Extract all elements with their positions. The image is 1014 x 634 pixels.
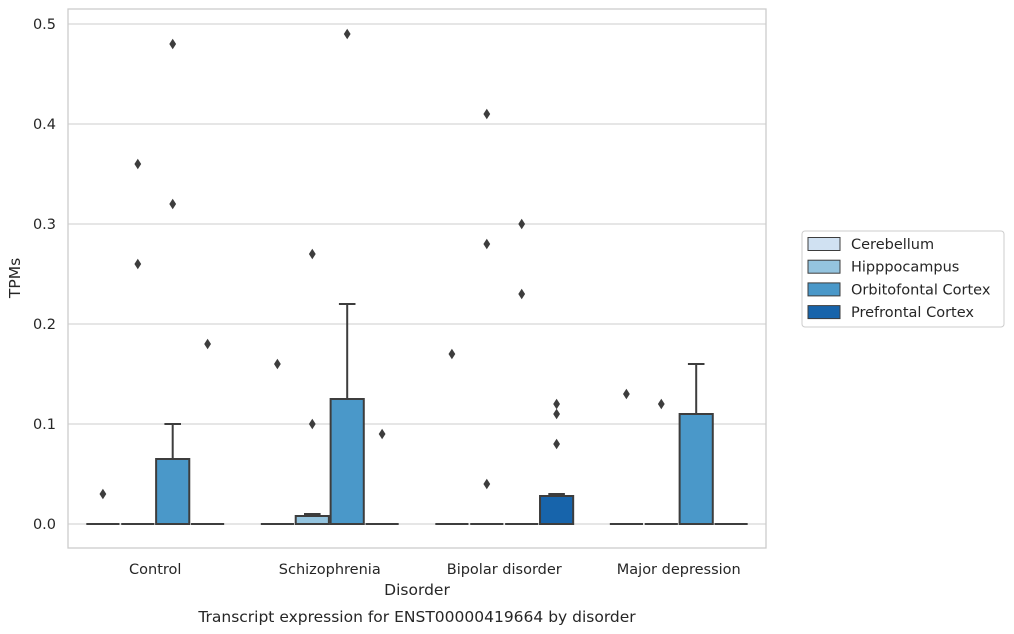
y-tick-label: 0.5	[33, 17, 56, 33]
outlier-point	[483, 238, 491, 250]
outlier-point	[623, 388, 630, 400]
y-axis-ticks: 0.0 0.1 0.2 0.3 0.4 0.5	[33, 17, 56, 533]
box	[294, 515, 330, 525]
outlier-point	[343, 28, 351, 40]
legend-swatch	[807, 282, 841, 297]
box-group	[644, 398, 678, 525]
outlier-point	[308, 418, 316, 430]
x-axis-ticks: Control Schizophrenia Bipolar disorder Majo…	[129, 562, 741, 578]
outlier-point	[308, 248, 316, 260]
box-group	[365, 428, 399, 525]
box	[678, 413, 714, 525]
box-group	[260, 358, 294, 525]
outlier-point	[518, 218, 526, 230]
outlier-point	[553, 438, 560, 450]
outlier-point	[274, 358, 281, 370]
legend-label: Cerebellum	[851, 237, 934, 253]
box-group	[155, 38, 191, 525]
x-tick-label: Bipolar disorder	[447, 562, 562, 578]
y-tick-label: 0.1	[33, 417, 56, 433]
legend-swatch	[807, 305, 841, 320]
x-tick-label: Schizophrenia	[279, 562, 381, 578]
legend-frame	[801, 230, 1005, 328]
box	[155, 458, 191, 525]
box-group	[470, 108, 504, 525]
box-group	[191, 338, 225, 525]
y-tick-label: 0.3	[33, 217, 56, 233]
outlier-point	[134, 158, 142, 170]
outlier-point	[553, 398, 560, 410]
plot-frame	[67, 8, 767, 549]
y-tick-label: 0.4	[33, 117, 56, 133]
outlier-point	[657, 398, 665, 410]
outlier-point	[483, 478, 491, 490]
y-tick-label: 0.0	[33, 517, 56, 533]
legend-swatch	[807, 237, 841, 251]
box-group	[329, 28, 365, 525]
box-group	[609, 388, 643, 525]
x-tick-label: Control	[129, 562, 181, 578]
outlier-point	[204, 338, 211, 350]
outlier-point	[483, 108, 491, 120]
x-tick-label: Major depression	[617, 562, 741, 578]
outlier-point	[378, 428, 386, 440]
outlier-point	[134, 258, 142, 270]
outlier-point	[518, 288, 526, 300]
legend: Cerebellum Hipppocampus Orbitofontal Corte…	[801, 230, 1005, 328]
outlier-point	[99, 488, 107, 500]
box	[329, 398, 365, 525]
outlier-point	[553, 408, 560, 420]
chart-caption: Transcript expression for ENST0000041966…	[197, 608, 636, 626]
box-group	[435, 348, 469, 525]
legend-label: Hipppocampus	[851, 260, 959, 276]
box-group	[539, 398, 575, 525]
box-group	[121, 158, 155, 525]
x-axis-label: Disorder	[384, 581, 450, 599]
outlier-point	[448, 348, 456, 360]
legend-label: Orbitofontal Cortex	[851, 282, 991, 298]
legend-swatch	[807, 259, 841, 274]
outlier-point	[169, 38, 177, 50]
outlier-point	[169, 198, 177, 210]
y-axis-label: TPMs	[6, 258, 24, 299]
box-group	[678, 363, 714, 525]
legend-label: Prefrontal Cortex	[851, 305, 974, 321]
box-group	[86, 488, 120, 525]
y-tick-label: 0.2	[33, 317, 56, 333]
box	[539, 495, 575, 525]
box-group	[505, 218, 539, 525]
box-plot-boxes	[86, 28, 748, 525]
box-group	[294, 248, 330, 525]
